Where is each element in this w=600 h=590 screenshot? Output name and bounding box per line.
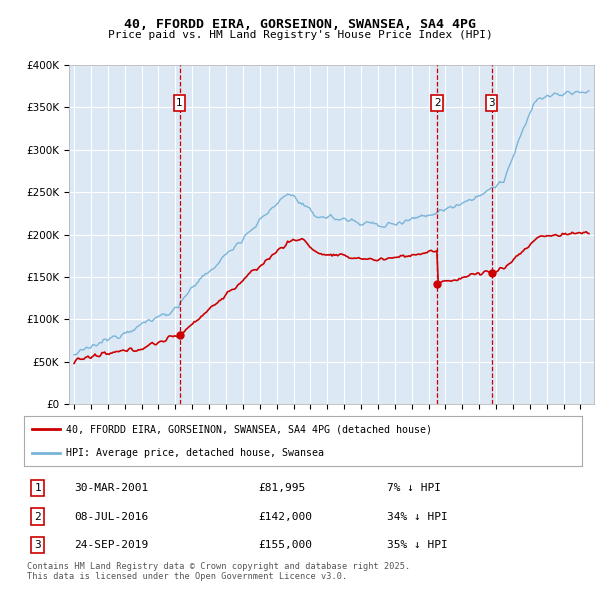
Text: 3: 3: [488, 98, 495, 108]
Text: 7% ↓ HPI: 7% ↓ HPI: [387, 483, 440, 493]
Text: 35% ↓ HPI: 35% ↓ HPI: [387, 540, 448, 550]
Text: 3: 3: [35, 540, 41, 550]
Text: 1: 1: [35, 483, 41, 493]
Text: £81,995: £81,995: [259, 483, 305, 493]
Text: Price paid vs. HM Land Registry's House Price Index (HPI): Price paid vs. HM Land Registry's House …: [107, 30, 493, 40]
Text: £155,000: £155,000: [259, 540, 313, 550]
Text: £142,000: £142,000: [259, 512, 313, 522]
Text: 24-SEP-2019: 24-SEP-2019: [74, 540, 148, 550]
Text: 1: 1: [176, 98, 183, 108]
Text: Contains HM Land Registry data © Crown copyright and database right 2025.
This d: Contains HM Land Registry data © Crown c…: [27, 562, 410, 581]
Text: 08-JUL-2016: 08-JUL-2016: [74, 512, 148, 522]
Text: 40, FFORDD EIRA, GORSEINON, SWANSEA, SA4 4PG (detached house): 40, FFORDD EIRA, GORSEINON, SWANSEA, SA4…: [66, 424, 432, 434]
Text: 40, FFORDD EIRA, GORSEINON, SWANSEA, SA4 4PG: 40, FFORDD EIRA, GORSEINON, SWANSEA, SA4…: [124, 18, 476, 31]
Text: 34% ↓ HPI: 34% ↓ HPI: [387, 512, 448, 522]
Text: HPI: Average price, detached house, Swansea: HPI: Average price, detached house, Swan…: [66, 448, 324, 458]
Text: 2: 2: [434, 98, 440, 108]
Text: 30-MAR-2001: 30-MAR-2001: [74, 483, 148, 493]
Text: 2: 2: [35, 512, 41, 522]
